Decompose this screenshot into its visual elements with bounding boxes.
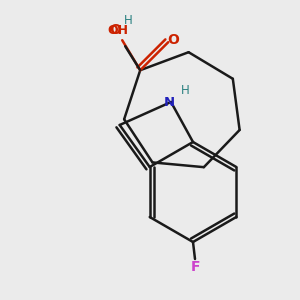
Text: F: F xyxy=(190,260,200,274)
Text: O: O xyxy=(109,23,121,37)
Text: N: N xyxy=(164,95,175,109)
Text: H: H xyxy=(124,14,133,27)
Text: O: O xyxy=(167,33,179,47)
Text: H: H xyxy=(181,83,189,97)
Text: OH: OH xyxy=(108,24,129,37)
